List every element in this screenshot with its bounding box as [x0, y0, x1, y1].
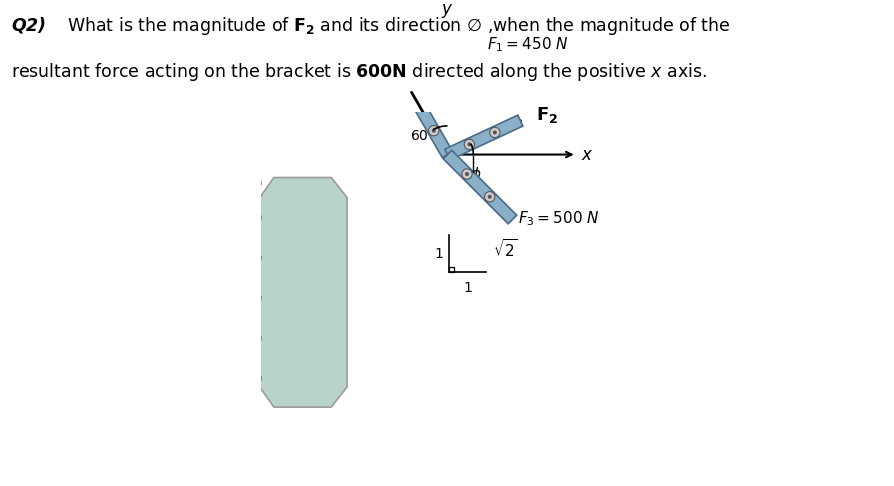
Text: $1$: $1$ [462, 281, 472, 295]
Circle shape [415, 101, 419, 105]
Circle shape [484, 191, 494, 202]
Bar [240, 170, 254, 178]
Circle shape [489, 127, 500, 138]
Circle shape [431, 129, 435, 133]
Circle shape [249, 376, 256, 382]
Circle shape [245, 250, 261, 266]
Circle shape [249, 215, 256, 221]
Circle shape [493, 130, 496, 135]
Circle shape [464, 139, 474, 150]
Polygon shape [444, 115, 522, 160]
Circle shape [428, 125, 438, 136]
Bar [449, 267, 453, 272]
Circle shape [245, 290, 261, 306]
Bar [240, 347, 254, 355]
Circle shape [249, 255, 256, 261]
Text: What is the magnitude of $\mathbf{F_2}$ and its direction $\emptyset$ ,when the : What is the magnitude of $\mathbf{F_2}$ … [67, 15, 730, 36]
Text: resultant force acting on the bracket is $\mathbf{600N}$ directed along the posi: resultant force acting on the bracket is… [11, 61, 706, 83]
Bar [240, 214, 254, 223]
Bar [240, 369, 254, 377]
Polygon shape [396, 72, 452, 157]
Polygon shape [254, 177, 347, 407]
Text: $\phi$: $\phi$ [470, 165, 482, 184]
Bar [240, 192, 254, 201]
Bar [240, 259, 254, 267]
Bar [240, 325, 254, 333]
Bar [240, 155, 254, 427]
Circle shape [249, 180, 256, 186]
Circle shape [467, 142, 471, 146]
Bar [240, 237, 254, 244]
Circle shape [465, 172, 468, 176]
Circle shape [245, 370, 261, 386]
Circle shape [245, 209, 261, 226]
Text: $x$: $x$ [580, 145, 593, 164]
Circle shape [249, 295, 256, 301]
Circle shape [245, 175, 261, 191]
Bar [240, 303, 254, 311]
Bar [240, 281, 254, 289]
Text: $F_1 = 450\ N$: $F_1 = 450\ N$ [486, 35, 568, 54]
Circle shape [412, 98, 422, 108]
Circle shape [245, 330, 261, 346]
Circle shape [487, 195, 491, 199]
Text: $\bfit{Q2)}$: $\bfit{Q2)}$ [11, 15, 46, 35]
Text: $\sqrt{2}$: $\sqrt{2}$ [493, 238, 518, 260]
Circle shape [461, 169, 472, 179]
Text: $y$: $y$ [441, 1, 453, 19]
Circle shape [249, 335, 256, 341]
Text: $\mathbf{F_2}$: $\mathbf{F_2}$ [535, 105, 557, 125]
Text: $F_3 = 500\ N$: $F_3 = 500\ N$ [518, 209, 600, 227]
Bar [240, 391, 254, 399]
Polygon shape [443, 150, 516, 224]
Text: $60°$: $60°$ [410, 129, 435, 143]
Text: $1$: $1$ [434, 246, 443, 260]
Bar [240, 414, 254, 421]
